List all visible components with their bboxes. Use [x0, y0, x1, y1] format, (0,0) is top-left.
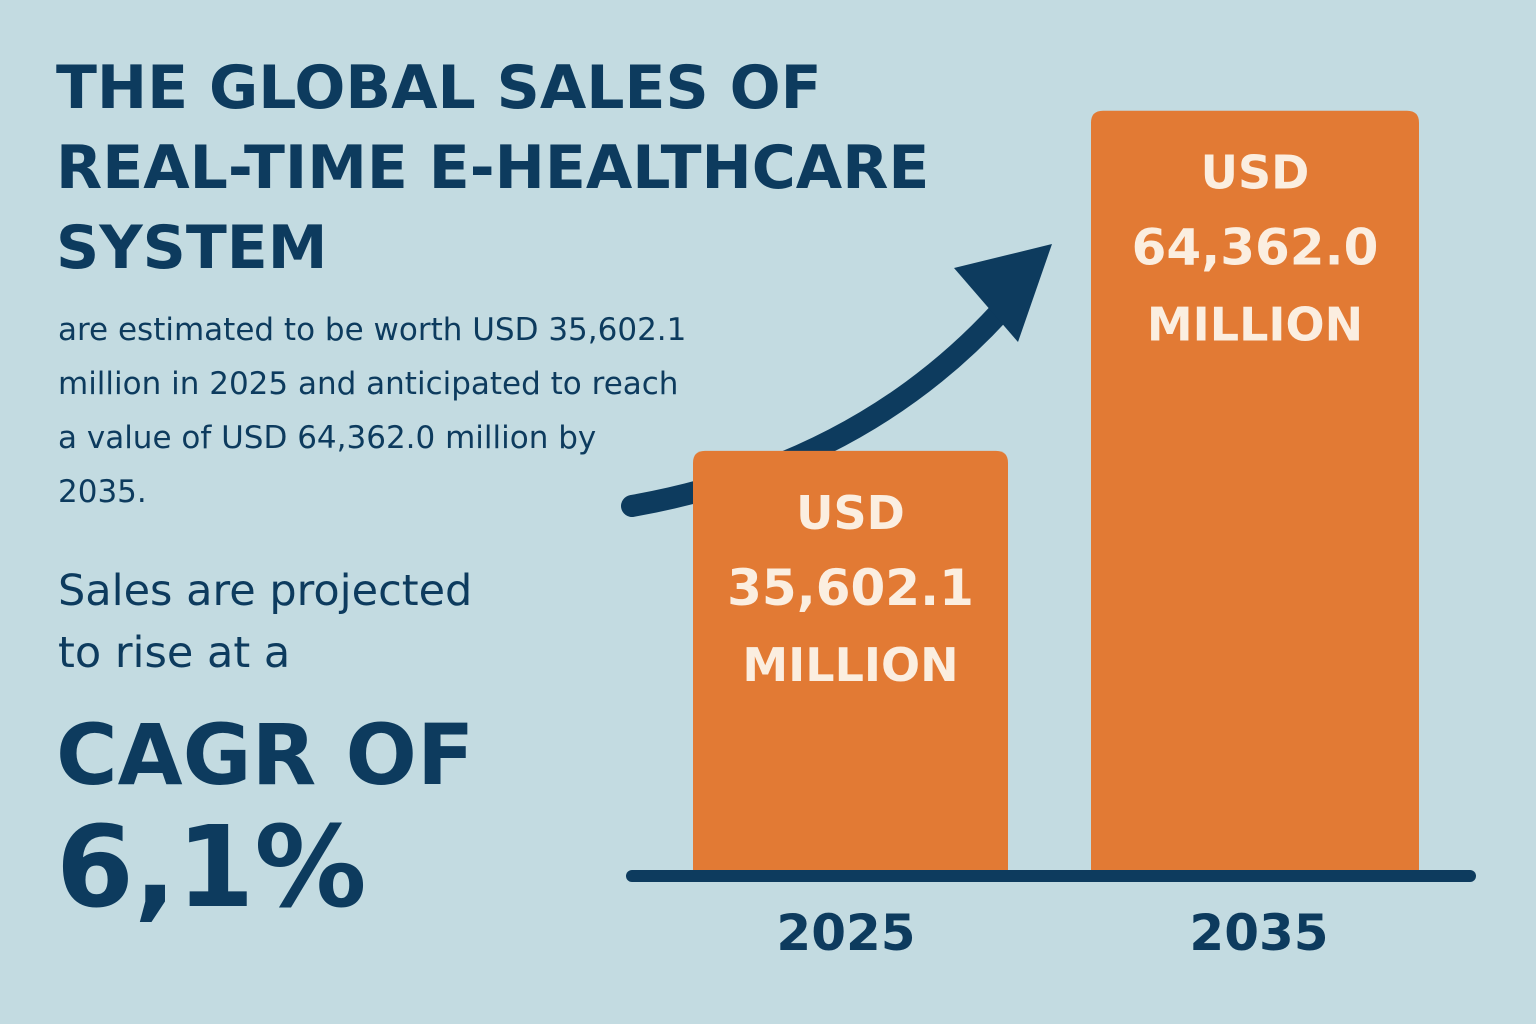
projection-line: to rise at a	[58, 628, 291, 678]
summary-line: a value of USD 64,362.0 million by	[58, 420, 597, 456]
bar-data-label: USD	[796, 486, 905, 540]
cagr-value: 6,1%	[56, 803, 367, 933]
summary-line: are estimated to be worth USD 35,602.1	[58, 312, 687, 348]
x-tick-label: 2035	[1189, 904, 1328, 962]
summary-line: million in 2025 and anticipated to reach	[58, 366, 679, 402]
bar-data-label: 35,602.1	[727, 559, 974, 617]
bar-data-label: USD	[1201, 146, 1310, 200]
bar-group-2035: USD 64,362.0 MILLION	[1091, 110, 1419, 873]
summary-line: 2035.	[58, 474, 147, 510]
bar-data-label: MILLION	[742, 638, 958, 692]
bar-group-2025: USD 35,602.1 MILLION	[693, 450, 1008, 872]
title-line: REAL-TIME E-HEALTHCARE	[56, 133, 930, 203]
projection-line: Sales are projected	[58, 566, 473, 616]
x-tick-label: 2025	[776, 904, 915, 962]
title-line: THE GLOBAL SALES OF	[56, 53, 822, 123]
trend-arrow-head-icon	[954, 244, 1052, 342]
summary-text: are estimated to be worth USD 35,602.1 m…	[58, 303, 818, 519]
bar-2025	[693, 450, 1008, 872]
projection-text: Sales are projected to rise at a	[58, 560, 598, 684]
bar-data-label: MILLION	[1147, 298, 1363, 352]
bars-layer: USD 35,602.1 MILLION USD 64,362.0 MILLION	[693, 110, 1419, 873]
cagr-label: CAGR OF	[56, 706, 475, 804]
title-line: SYSTEM	[56, 213, 328, 283]
bar-2035	[1091, 110, 1419, 873]
bar-data-label: 64,362.0	[1132, 219, 1379, 277]
page-title: THE GLOBAL SALES OF REAL-TIME E-HEALTHCA…	[56, 48, 1056, 288]
x-tick-labels: 2025 2035	[776, 904, 1328, 962]
